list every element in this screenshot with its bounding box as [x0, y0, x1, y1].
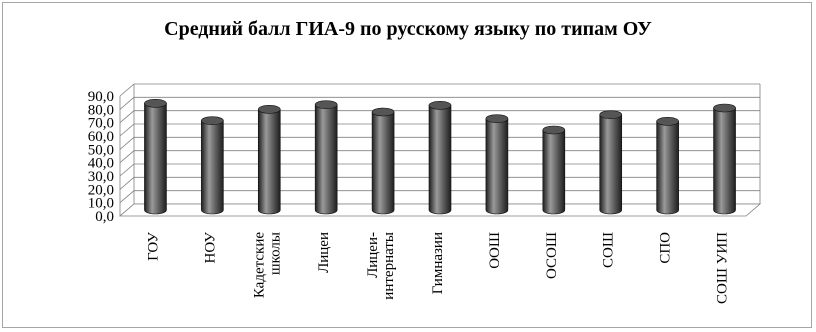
x-tick-label: СОШ УИП — [715, 232, 731, 304]
gridline-side — [119, 110, 135, 123]
y-tick-label: 0,0 — [95, 209, 114, 225]
bar — [713, 103, 736, 215]
y-tick-label: 20,0 — [88, 182, 114, 198]
bars — [144, 99, 736, 215]
x-tick-label: ООШ — [487, 232, 503, 269]
gridline-side — [119, 123, 135, 137]
y-tick-label: 70,0 — [88, 116, 114, 132]
y-tick-label: 50,0 — [88, 142, 114, 158]
y-axis-ticks: 0,010,020,030,040,050,060,070,080,090,0 — [88, 89, 114, 225]
bar — [144, 99, 167, 215]
bar — [428, 101, 452, 215]
bar — [371, 107, 395, 215]
y-tick-label: 40,0 — [88, 156, 114, 172]
x-tick-label: Лицеи — [316, 232, 332, 273]
y-tick-label: 60,0 — [88, 129, 114, 145]
bar — [485, 114, 509, 215]
gridline-side — [119, 137, 135, 150]
x-tick-label: школы — [267, 232, 283, 275]
gridline-side — [119, 163, 135, 177]
y-tick-label: 90,0 — [88, 89, 114, 105]
x-tick-label: Гимназии — [430, 232, 446, 294]
bar — [542, 125, 566, 215]
gridline-side — [119, 177, 135, 190]
x-tick-label: НОУ — [202, 232, 218, 264]
bar — [656, 117, 679, 215]
bar — [257, 105, 281, 215]
x-tick-label: интернаты — [381, 232, 397, 300]
y-tick-label: 30,0 — [88, 169, 114, 185]
gridline-side — [119, 97, 135, 110]
x-tick-label: ОСОШ — [544, 232, 560, 279]
x-axis-labels: ГОУ НОУ Кадетские школы Лицеи Лицеи-интернаты… — [145, 232, 730, 304]
x-tick-label: Кадетские — [251, 232, 267, 298]
chart-title: Средний балл ГИА-9 по русскому языку по … — [164, 18, 652, 40]
gridline-side — [119, 150, 135, 163]
x-tick-label: Лицеи- — [365, 232, 381, 278]
y-tick-label: 10,0 — [88, 196, 114, 212]
bar — [201, 116, 224, 215]
y-tick-label: 80,0 — [88, 102, 114, 118]
gridline-side — [119, 190, 135, 203]
x-tick-label: СПО — [658, 232, 674, 264]
gridline-side — [119, 83, 135, 97]
plot-walls — [119, 84, 761, 216]
x-tick-label: СОШ — [601, 232, 617, 268]
bar — [314, 100, 338, 215]
x-tick-label: ГОУ — [145, 232, 161, 261]
bar — [599, 110, 623, 215]
